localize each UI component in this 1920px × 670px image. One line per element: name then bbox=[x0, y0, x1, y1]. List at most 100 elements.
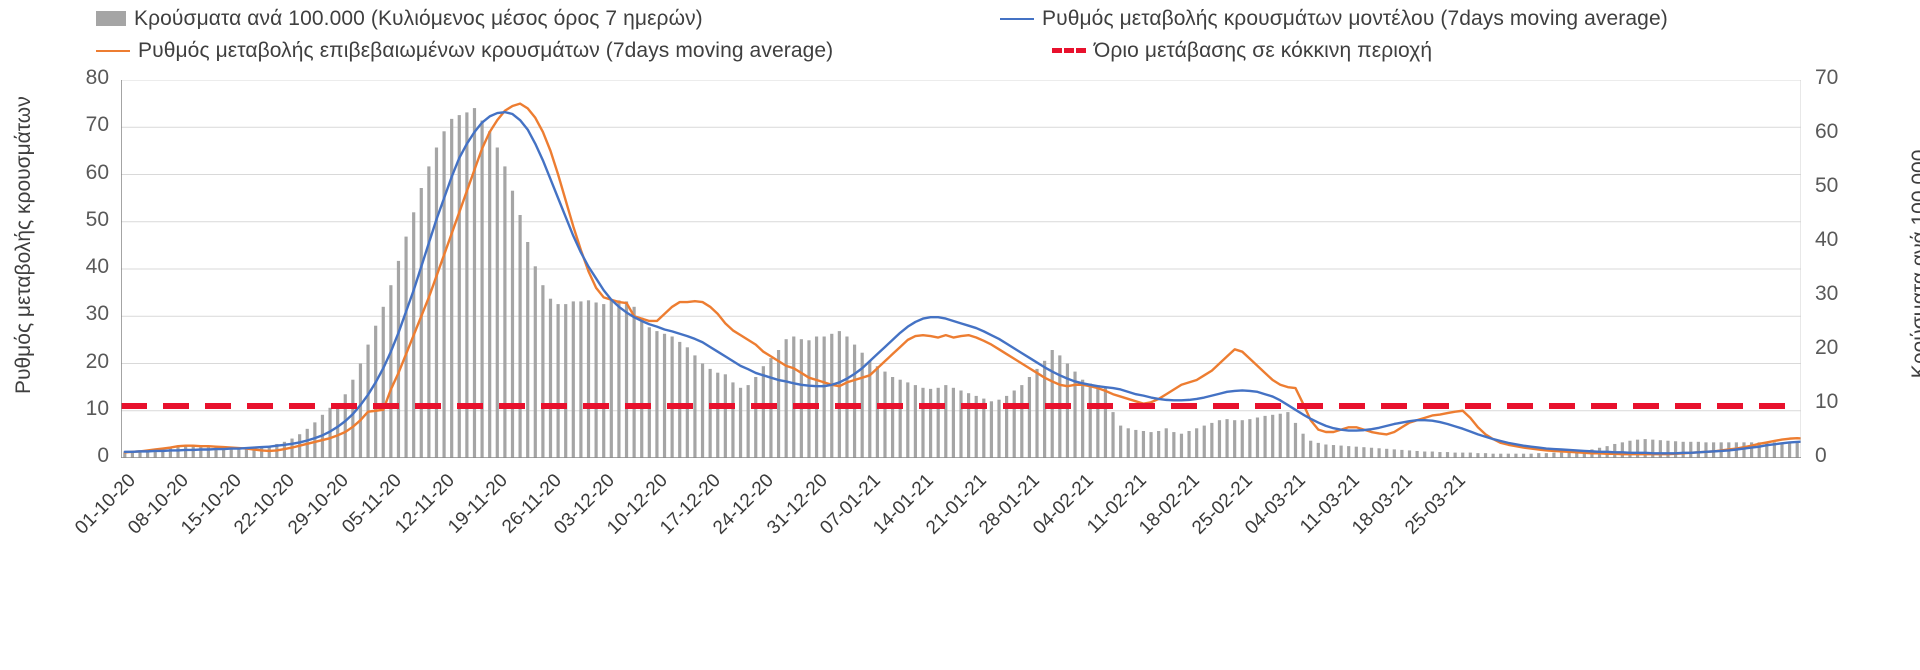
bar bbox=[1788, 442, 1792, 458]
bar bbox=[792, 336, 796, 458]
bar bbox=[936, 387, 940, 458]
bar bbox=[533, 266, 537, 458]
bar bbox=[868, 360, 872, 458]
bar bbox=[366, 344, 370, 458]
bar bbox=[594, 302, 598, 458]
bar bbox=[404, 236, 408, 458]
bar bbox=[1666, 440, 1670, 458]
bar bbox=[1233, 420, 1237, 458]
bar bbox=[1544, 453, 1548, 458]
bar bbox=[852, 344, 857, 458]
bar bbox=[1301, 433, 1305, 458]
bar bbox=[913, 385, 917, 458]
bar bbox=[1537, 453, 1541, 458]
bar bbox=[518, 215, 522, 458]
bar bbox=[723, 374, 727, 458]
bar bbox=[776, 350, 781, 458]
bar bbox=[168, 447, 173, 458]
dashed-line-swatch-icon bbox=[1052, 48, 1086, 53]
y-axis-right-tick-label: 10 bbox=[1815, 390, 1839, 413]
legend-item-bars[interactable]: Κρούσματα ανά 100.000 (Κυλιόμενος μέσος … bbox=[96, 8, 703, 29]
bar bbox=[381, 306, 385, 458]
legend-item-model[interactable]: Ρυθμός μεταβολής κρουσμάτων μοντέλου (7d… bbox=[1000, 8, 1668, 29]
bar bbox=[921, 387, 925, 458]
bar bbox=[252, 446, 256, 458]
bar bbox=[632, 306, 636, 458]
bar bbox=[1643, 439, 1647, 458]
plot-area bbox=[121, 80, 1801, 458]
bar bbox=[670, 336, 674, 458]
bar bbox=[396, 260, 401, 458]
series-line bbox=[123, 110, 1801, 455]
bar bbox=[1271, 414, 1275, 458]
bar bbox=[624, 301, 629, 458]
bar bbox=[967, 393, 971, 458]
bar bbox=[784, 339, 788, 458]
bar bbox=[579, 301, 583, 458]
legend-item-confirmed[interactable]: Ρυθμός μεταβολής επιβεβαιωμένων κρουσμάτ… bbox=[96, 40, 833, 61]
bar bbox=[700, 363, 705, 458]
bar bbox=[222, 447, 226, 458]
bar bbox=[1529, 453, 1533, 458]
bar bbox=[1119, 425, 1123, 458]
bar bbox=[875, 366, 879, 458]
bar bbox=[1347, 446, 1351, 458]
bar bbox=[176, 446, 180, 458]
y-axis-right-title: Κρούσματα ανά 100.000 bbox=[1908, 149, 1920, 379]
bar bbox=[822, 336, 826, 458]
bar bbox=[1795, 442, 1799, 458]
bar bbox=[488, 131, 492, 458]
line-swatch-icon bbox=[1000, 17, 1034, 20]
bar bbox=[814, 336, 819, 458]
legend-item-threshold[interactable]: Όριο μετάβασης σε κόκκινη περιοχή bbox=[1052, 40, 1432, 61]
bar bbox=[199, 446, 203, 458]
bar bbox=[754, 377, 758, 458]
bar bbox=[495, 147, 499, 458]
bar bbox=[1628, 440, 1632, 458]
bar bbox=[260, 446, 264, 458]
y-axis-right-tick-label: 0 bbox=[1815, 444, 1827, 467]
bar bbox=[571, 301, 575, 458]
bar bbox=[1658, 440, 1662, 458]
bar bbox=[1613, 443, 1617, 458]
y-axis-left-tick-label: 10 bbox=[85, 396, 109, 420]
bar bbox=[1339, 445, 1343, 458]
y-axis-right-tick-label: 70 bbox=[1815, 66, 1839, 89]
bar bbox=[564, 304, 568, 458]
bar bbox=[716, 372, 720, 458]
bar bbox=[830, 333, 834, 458]
bar bbox=[678, 341, 682, 458]
bar bbox=[1103, 387, 1108, 458]
bar bbox=[465, 112, 469, 458]
bar bbox=[1164, 428, 1168, 458]
y-axis-right-tick-label: 40 bbox=[1815, 228, 1839, 251]
bar bbox=[1499, 453, 1503, 458]
y-axis-left-tick-label: 50 bbox=[85, 207, 109, 231]
bar bbox=[1149, 432, 1153, 458]
bar bbox=[1377, 448, 1381, 458]
bar bbox=[685, 347, 689, 458]
bar bbox=[898, 379, 902, 458]
line-swatch-icon bbox=[96, 49, 130, 52]
bar bbox=[837, 331, 841, 458]
bar bbox=[1309, 440, 1313, 458]
y-axis-left-tick-label: 30 bbox=[85, 302, 109, 326]
bar bbox=[845, 336, 849, 458]
bar bbox=[1195, 428, 1199, 458]
bar bbox=[738, 387, 743, 458]
bar bbox=[860, 352, 864, 458]
bar bbox=[1369, 447, 1374, 458]
bar bbox=[1552, 452, 1556, 458]
y-axis-right-tick-label: 60 bbox=[1815, 120, 1839, 143]
bar bbox=[1255, 417, 1260, 458]
bar bbox=[358, 363, 363, 458]
bar bbox=[807, 340, 811, 458]
bar bbox=[731, 382, 735, 458]
bar bbox=[450, 118, 454, 458]
bar bbox=[1742, 442, 1746, 458]
bar bbox=[1468, 452, 1472, 458]
y-axis-left-tick-label: 20 bbox=[85, 349, 109, 373]
bar bbox=[1476, 453, 1480, 458]
bar bbox=[1757, 442, 1761, 458]
bar bbox=[1689, 441, 1693, 458]
